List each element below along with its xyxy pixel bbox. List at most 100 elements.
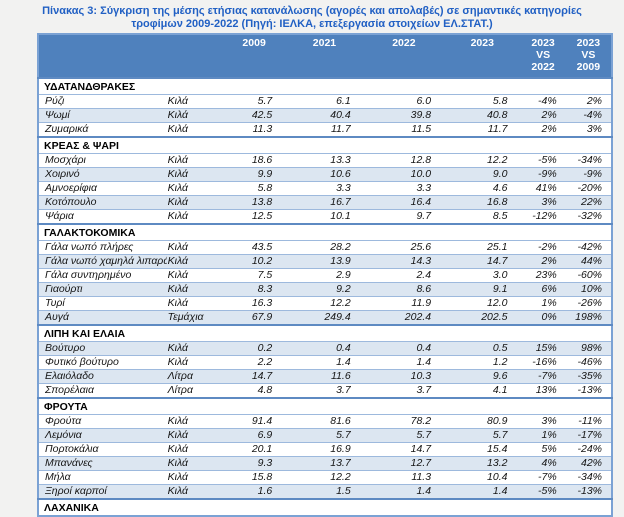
pct-2023-vs-2022: -4% [520,94,566,109]
value-2022: 9.7 [363,209,445,224]
item-name: Μήλα [38,470,167,485]
pct-2023-vs-2009: 22% [565,195,612,210]
item-unit: Κιλά [166,268,223,283]
table-row: Χοιρινό Κιλά 9.9 10.6 10.0 9.0 -9% -9% [38,167,612,182]
value-2023: 14.7 [444,254,521,269]
section-row: ΦΡΟΥΤΑ [38,397,612,415]
value-2023: 4.6 [444,181,521,196]
table-row: Ζυμαρικά Κιλά 11.3 11.7 11.5 11.7 2% 3% [38,122,612,137]
pct-2023-vs-2022: 41% [520,181,566,196]
pct-2023-vs-2009: -46% [565,355,612,370]
value-2022: 1.4 [363,484,445,499]
pct-2023-vs-2022: -12% [520,209,566,224]
item-name: Μπανάνες [38,456,167,471]
value-2009: 7.5 [222,268,286,283]
value-2021: 3.3 [285,181,364,196]
section-row: ΛΙΠΗ ΚΑΙ ΕΛΑΙΑ [38,324,612,342]
item-unit: Λίτρα [166,383,223,398]
table-row: Ψάρια Κιλά 12.5 10.1 9.7 8.5 -12% -32% [38,209,612,224]
pct-2023-vs-2009: -4% [565,108,612,123]
value-2022: 12.8 [363,153,445,168]
item-name: Ρύζι [38,94,167,109]
item-name: Χοιρινό [38,167,167,182]
value-2023: 13.2 [444,456,521,471]
table-row: Λεμόνια Κιλά 6.9 5.7 5.7 5.7 1% -17% [38,428,612,443]
pct-2023-vs-2022: -5% [520,153,566,168]
table-row: Μοσχάρι Κιλά 18.6 13.3 12.8 12.2 -5% -34% [38,153,612,168]
value-2022: 5.7 [363,428,445,443]
value-2022: 11.5 [363,122,445,137]
value-2009: 12.5 [222,209,286,224]
value-2009: 13.8 [222,195,286,210]
item-name: Λεμόνια [38,428,167,443]
value-2021: 12.2 [285,296,364,311]
item-name: Φρούτα [38,414,167,429]
value-2009: 5.8 [222,181,286,196]
pct-2023-vs-2022: -7% [520,470,566,485]
pct-2023-vs-2009: -60% [565,268,612,283]
section-row: ΓΑΛΑΚΤΟΚΟΜΙΚΑ [38,223,612,241]
value-2022: 1.4 [363,355,445,370]
table-row: Γάλα συντηρημένο Κιλά 7.5 2.9 2.4 3.0 23% -60% [38,268,612,283]
pct-2023-vs-2009: -24% [565,442,612,457]
pct-2023-vs-2009: -13% [565,484,612,499]
section-label: ΥΔΑΤΑΝΔΘΡΑΚΕΣ [38,77,612,95]
value-2023: 10.4 [444,470,521,485]
table-row: Φυτικό βούτυρο Κιλά 2.2 1.4 1.4 1.2 -16% -46% [38,355,612,370]
value-2023: 40.8 [444,108,521,123]
pct-2023-vs-2009: -9% [565,167,612,182]
item-unit: Κιλά [166,341,223,356]
value-2023: 4.1 [444,383,521,398]
col-header-2022: 2022 [363,34,445,78]
value-2021: 0.4 [285,341,364,356]
table-row: Σπορέλαια Λίτρα 4.8 3.7 3.7 4.1 13% -13% [38,383,612,398]
table-row: Ψωμί Κιλά 42.5 40.4 39.8 40.8 2% -4% [38,108,612,123]
value-2022: 11.3 [363,470,445,485]
pct-2023-vs-2009: -34% [565,153,612,168]
value-2023: 16.8 [444,195,521,210]
col-header-2023-vs-2022: 2023 VS 2022 [520,34,566,78]
pct-2023-vs-2022: 2% [520,122,566,137]
pct-2023-vs-2009: 2% [565,94,612,109]
item-unit: Λίτρα [166,369,223,384]
value-2021: 10.1 [285,209,364,224]
value-2022: 10.0 [363,167,445,182]
item-unit: Κιλά [166,254,223,269]
pct-2023-vs-2022: -5% [520,484,566,499]
item-unit: Κιλά [166,484,223,499]
section-label: ΦΡΟΥΤΑ [38,397,612,415]
pct-2023-vs-2022: 13% [520,383,566,398]
item-unit: Κιλά [166,181,223,196]
table-body: ΥΔΑΤΑΝΔΘΡΑΚΕΣ Ρύζι Κιλά 5.7 6.1 6.0 5.8 -4% 2% Ψω… [38,77,612,516]
pct-2023-vs-2022: 2% [520,254,566,269]
value-2021: 11.6 [285,369,364,384]
col-header-2021: 2021 [285,34,364,78]
table-row: Αυγά Τεμάχια 67.9 249.4 202.4 202.5 0% 198% [38,310,612,325]
item-name: Μοσχάρι [38,153,167,168]
table-row: Ελαιόλαδο Λίτρα 14.7 11.6 10.3 9.6 -7% -35% [38,369,612,384]
value-2021: 11.7 [285,122,364,137]
value-2009: 11.3 [222,122,286,137]
item-unit: Κιλά [166,153,223,168]
pct-2023-vs-2009: 198% [565,310,612,325]
value-2022: 14.3 [363,254,445,269]
value-2009: 43.5 [222,240,286,255]
value-2021: 249.4 [285,310,364,325]
item-name: Αμνοερίφια [38,181,167,196]
item-name: Πορτοκάλια [38,442,167,457]
value-2009: 9.9 [222,167,286,182]
value-2023: 12.0 [444,296,521,311]
item-name: Γιαούρτι [38,282,167,297]
pct-2023-vs-2022: -2% [520,240,566,255]
col-header-unit [166,34,223,78]
item-name: Τυρί [38,296,167,311]
section-label: ΛΙΠΗ ΚΑΙ ΕΛΑΙΑ [38,324,612,342]
value-2009: 5.7 [222,94,286,109]
value-2009: 16.3 [222,296,286,311]
item-unit: Κιλά [166,355,223,370]
item-unit: Κιλά [166,108,223,123]
pct-2023-vs-2009: 10% [565,282,612,297]
pct-2023-vs-2009: -26% [565,296,612,311]
pct-2023-vs-2009: 42% [565,456,612,471]
value-2009: 67.9 [222,310,286,325]
